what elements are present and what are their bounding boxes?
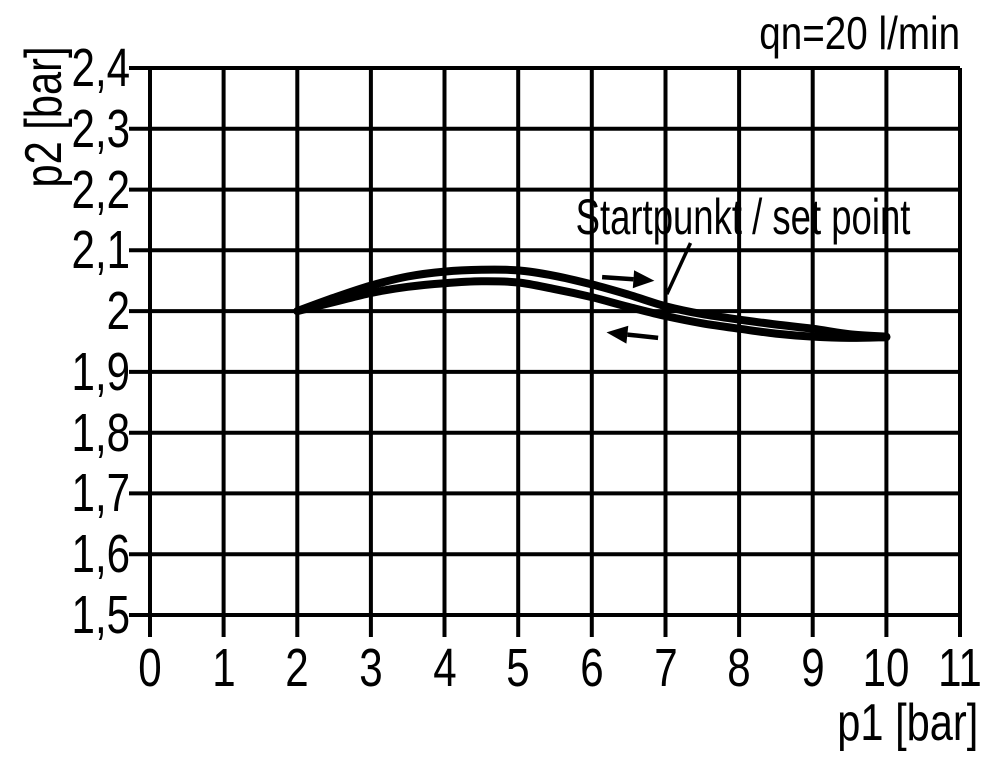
x-tick-label: 6 [580,638,604,698]
curve-left [293,277,891,342]
y-tick-label: 1,9 [71,341,130,402]
direction-arrow-right-head [632,270,655,289]
direction-arrow-left-shaft [627,332,659,341]
x-tick-label: 9 [800,638,825,698]
x-axis-title: p1 [bar] [836,694,978,752]
x-tick-label: 4 [432,638,457,698]
direction-arrow-left-head [606,325,629,344]
direction-arrow-right-shaft [601,274,634,282]
x-tick-label: 7 [653,638,678,698]
x-tick-label: 5 [506,638,530,698]
y-tick-label: 2,3 [71,98,130,159]
y-tick-label: 2,2 [71,159,130,220]
x-tick-label: 0 [138,638,162,698]
y-tick-label: 1,5 [71,585,130,645]
y-tick-label: 1,8 [71,402,130,463]
y-tick-label: 2 [106,281,130,342]
y-tick-label: 2,4 [71,38,130,98]
x-tick-label: 11 [938,638,982,698]
y-tick-label: 2,1 [71,220,130,281]
x-tick-label: 1 [211,638,236,698]
y-axis-title: p2 [bar] [15,46,73,188]
y-tick-label: 1,7 [71,463,130,524]
annotation-leader-line [665,242,693,295]
x-tick-label: 8 [727,638,751,698]
x-tick-label: 10 [862,638,910,698]
setpoint-annotation: Startpunkt / set point [575,189,911,245]
y-tick-label: 1,6 [71,524,130,585]
flow-rate-label: qn=20 l/min [759,7,960,59]
x-tick-label: 2 [285,638,310,698]
curve-right [293,265,891,341]
x-tick-label: 3 [359,638,383,698]
